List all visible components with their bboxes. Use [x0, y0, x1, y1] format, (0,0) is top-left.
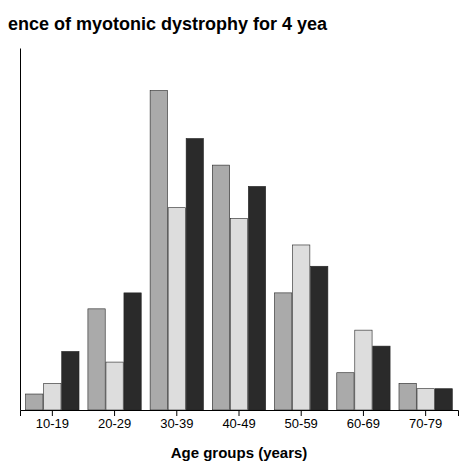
- x-tick: 70-79: [409, 410, 442, 431]
- x-tick-label: 70-79: [409, 416, 442, 431]
- x-tick-mark: [301, 410, 302, 416]
- x-axis-title: Age groups (years): [171, 444, 308, 461]
- bar: [88, 309, 105, 410]
- x-tick-mark: [52, 410, 53, 416]
- x-tick: 20-29: [98, 410, 131, 431]
- x-tick-mark: [176, 410, 177, 416]
- bar: [168, 208, 185, 410]
- bar: [373, 346, 390, 410]
- bar: [399, 383, 416, 410]
- title: ence of myotonic dystrophy for 4 yea: [8, 14, 328, 34]
- x-tick-mark: [239, 410, 240, 416]
- bar: [230, 218, 247, 410]
- x-tick: 10-19: [36, 410, 69, 431]
- x-tick-mark: [114, 410, 115, 416]
- bar: [355, 330, 372, 410]
- y-axis: [20, 49, 21, 411]
- x-tick-label: 40-49: [222, 416, 255, 431]
- chart: 10-19 20-29 30-39 40-49 50-59 60-69 70-79 Age g…: [0, 0, 474, 474]
- x-tick: 50-59: [285, 410, 318, 431]
- plot-area: 10-19 20-29 30-39 40-49 50-59 60-69 70-79: [21, 49, 459, 432]
- x-tick: 60-69: [347, 410, 380, 431]
- x-tick-label: 50-59: [285, 416, 318, 431]
- bar: [275, 293, 292, 410]
- x-tick-label: 20-29: [98, 416, 131, 431]
- bar: [44, 383, 61, 410]
- bar: [26, 394, 43, 410]
- x-tick: 40-49: [222, 410, 255, 431]
- x-tick-label: 30-39: [160, 416, 193, 431]
- bar-series: [44, 208, 435, 410]
- y-axis-line: [20, 49, 21, 411]
- bar: [337, 373, 354, 410]
- bar: [212, 165, 229, 410]
- x-axis-line: [21, 411, 459, 417]
- x-axis: 10-19 20-29 30-39 40-49 50-59 60-69 70-79: [21, 410, 459, 431]
- bar: [293, 245, 310, 410]
- x-tick-mark: [425, 410, 426, 416]
- bar: [311, 266, 328, 410]
- x-tick-mark: [363, 410, 364, 416]
- x-tick: 30-39: [160, 410, 193, 431]
- bar: [417, 389, 434, 410]
- bar-series: [62, 139, 453, 411]
- bar: [106, 362, 123, 410]
- bar: [435, 389, 452, 410]
- bar: [62, 351, 79, 410]
- bar: [248, 186, 265, 410]
- x-tick-label: 60-69: [347, 416, 380, 431]
- x-tick-label: 10-19: [36, 416, 69, 431]
- bar: [186, 139, 203, 411]
- bars: [26, 91, 453, 410]
- bar: [124, 293, 141, 410]
- bar: [150, 91, 167, 410]
- bar-series: [26, 91, 417, 410]
